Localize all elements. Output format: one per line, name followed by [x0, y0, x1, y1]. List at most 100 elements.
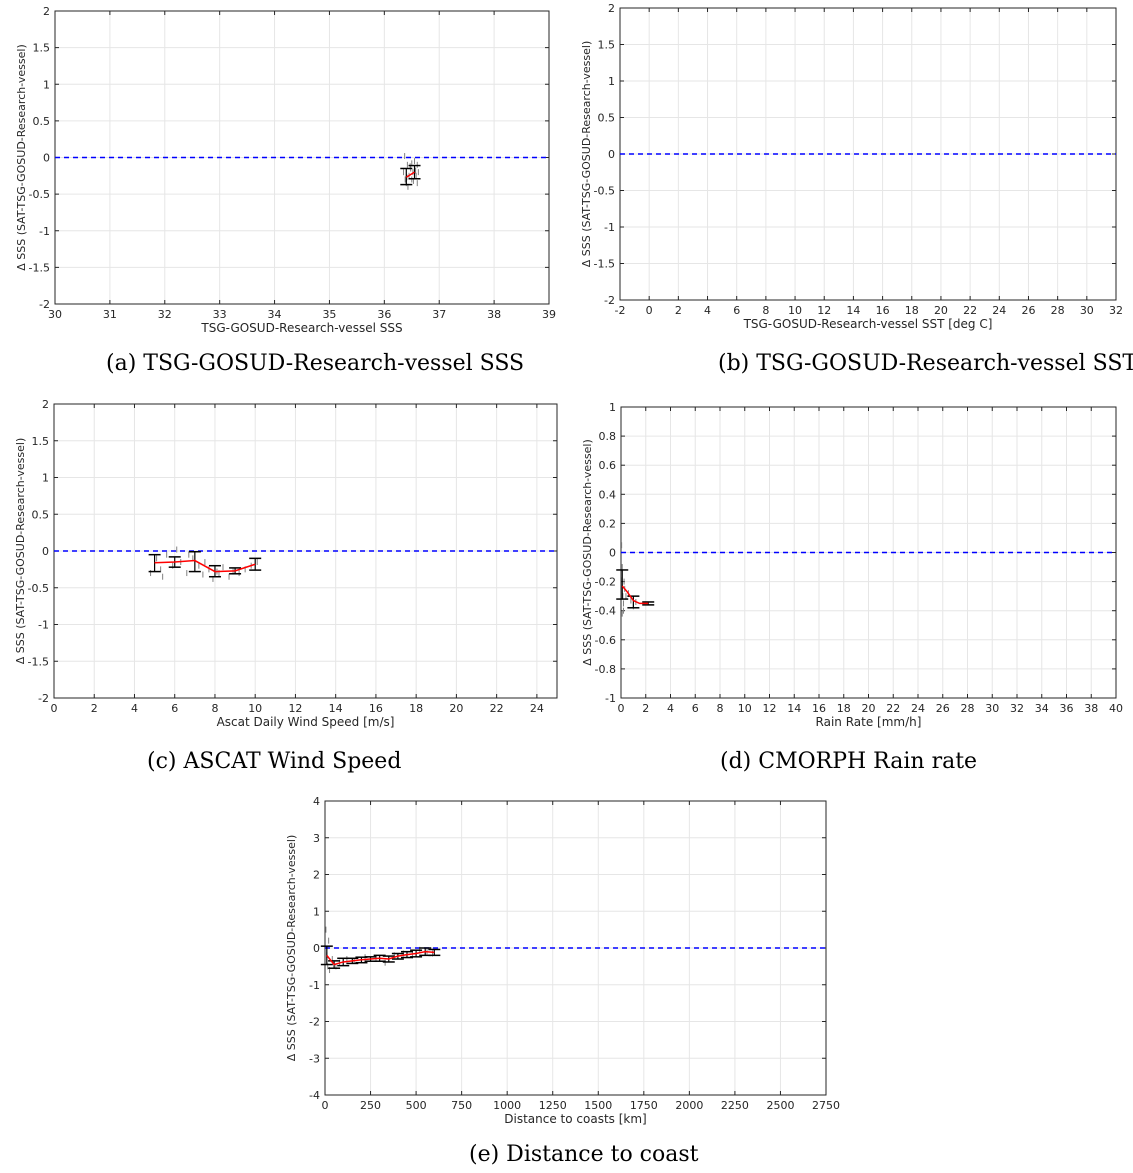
x-tick-label: 0: [618, 702, 625, 715]
y-axis-label: Δ SSS (SAT-TSG-GOSUD-Research-vessel): [581, 439, 594, 666]
x-tick-label: 24: [911, 702, 925, 715]
x-tick-label: 0: [646, 304, 653, 317]
y-tick-label: 0: [42, 545, 49, 558]
x-tick-label: 10: [738, 702, 752, 715]
x-tick-label: 6: [692, 702, 699, 715]
x-tick-label: 16: [876, 304, 890, 317]
y-tick-label: 1: [313, 905, 320, 918]
y-tick-label: 2: [42, 398, 49, 411]
y-tick-label: 1.5: [32, 435, 50, 448]
caption-d: (d) CMORPH Rain rate: [720, 749, 978, 774]
y-tick-label: -0.8: [595, 663, 616, 676]
y-tick-label: -2: [38, 692, 49, 705]
x-tick-label: 10: [248, 702, 262, 715]
y-tick-label: -2: [309, 1016, 320, 1029]
y-tick-label: -4: [309, 1089, 320, 1102]
x-tick-label: 500: [406, 1099, 427, 1112]
x-tick-label: 38: [487, 308, 501, 321]
x-tick-label: 31: [103, 308, 117, 321]
mean-line: [405, 171, 415, 178]
x-tick-label: 30: [48, 308, 62, 321]
x-tick-label: 16: [812, 702, 826, 715]
y-tick-label: 0: [609, 547, 616, 560]
x-tick-label: 750: [451, 1099, 472, 1112]
x-tick-label: 1000: [493, 1099, 521, 1112]
x-tick-label: 1250: [539, 1099, 567, 1112]
x-tick-label: 8: [762, 304, 769, 317]
x-tick-label: 18: [837, 702, 851, 715]
x-axis-label: TSG-GOSUD-Research-vessel SSS: [200, 321, 402, 335]
caption-c: (c) ASCAT Wind Speed: [147, 749, 402, 774]
x-tick-label: 32: [1010, 702, 1024, 715]
chart-panel-d: 0 2 4 6 8 10 12 14 16 18 20 22 24 26 28 30 32 34 36 38 40-1-…: [581, 401, 1123, 729]
chart-panel-b: -2 0 2 4 6 8 10 12 14 16 18 20 22 24 26 28 30 32-2-1.5-1-…: [580, 2, 1123, 331]
y-tick-label: 1.5: [33, 42, 51, 55]
x-tick-label: 22: [886, 702, 900, 715]
x-tick-label: 12: [817, 304, 831, 317]
x-tick-label: 24: [992, 304, 1006, 317]
x-tick-label: 4: [131, 702, 138, 715]
y-tick-label: 1: [42, 472, 49, 485]
y-tick-label: -0.5: [594, 185, 615, 198]
x-axis-label: Ascat Daily Wind Speed [m/s]: [217, 715, 395, 729]
x-tick-label: 2: [675, 304, 682, 317]
x-tick-label: 14: [329, 702, 343, 715]
y-tick-label: -1: [605, 692, 616, 705]
x-tick-label: 0: [51, 702, 58, 715]
caption-e: (e) Distance to coast: [469, 1142, 699, 1167]
x-tick-label: 18: [905, 304, 919, 317]
y-tick-label: 0.4: [599, 488, 617, 501]
x-tick-label: 10: [788, 304, 802, 317]
y-axis-label: Δ SSS (SAT-TSG-GOSUD-Research-vessel): [285, 835, 298, 1062]
y-tick-label: 1: [609, 401, 616, 414]
x-tick-label: 26: [1021, 304, 1035, 317]
y-tick-label: 0.5: [598, 112, 616, 125]
x-tick-label: -2: [615, 304, 626, 317]
y-tick-label: -1: [309, 979, 320, 992]
y-tick-label: -0.2: [595, 576, 616, 589]
x-tick-label: 6: [171, 702, 178, 715]
x-tick-label: 36: [377, 308, 391, 321]
x-tick-label: 2750: [812, 1099, 840, 1112]
y-tick-label: 2: [313, 869, 320, 882]
x-tick-label: 0: [322, 1099, 329, 1112]
chart-panel-c: 0 2 4 6 8 10 12 14 16 18 20 22 24-2-1.5-1-0.500.511.…: [14, 398, 558, 729]
x-tick-label: 14: [787, 702, 801, 715]
x-tick-label: 36: [1060, 702, 1074, 715]
y-tick-label: -0.5: [28, 582, 49, 595]
x-tick-label: 28: [961, 702, 975, 715]
y-tick-label: 0.8: [599, 430, 617, 443]
x-tick-label: 34: [1035, 702, 1049, 715]
x-tick-label: 4: [704, 304, 711, 317]
x-tick-label: 8: [717, 702, 724, 715]
y-tick-label: 0.6: [599, 459, 617, 472]
x-tick-label: 28: [1051, 304, 1065, 317]
y-tick-label: 1: [43, 78, 50, 91]
y-tick-label: -0.5: [29, 188, 50, 201]
x-tick-label: 24: [530, 702, 544, 715]
x-tick-label: 20: [934, 304, 948, 317]
x-tick-label: 2500: [766, 1099, 794, 1112]
x-tick-label: 2250: [721, 1099, 749, 1112]
y-tick-label: 4: [313, 795, 320, 808]
y-tick-label: -1.5: [28, 655, 49, 668]
y-tick-label: 0: [43, 152, 50, 165]
x-tick-label: 30: [1080, 304, 1094, 317]
mean-line: [621, 585, 649, 605]
y-tick-label: -1: [38, 619, 49, 632]
x-tick-label: 33: [213, 308, 227, 321]
y-tick-label: -0.6: [595, 634, 616, 647]
y-axis-label: Δ SSS (SAT-TSG-GOSUD-Research-vessel): [14, 438, 27, 665]
x-tick-label: 32: [158, 308, 172, 321]
x-tick-label: 30: [985, 702, 999, 715]
x-tick-label: 1750: [630, 1099, 658, 1112]
y-tick-label: 0.5: [32, 508, 50, 521]
x-tick-label: 35: [322, 308, 336, 321]
x-axis-label: Rain Rate [mm/h]: [816, 715, 922, 729]
x-tick-label: 8: [211, 702, 218, 715]
x-tick-label: 39: [542, 308, 556, 321]
x-axis-label: TSG-GOSUD-Research-vessel SST [deg C]: [743, 317, 993, 331]
x-tick-label: 18: [409, 702, 423, 715]
x-tick-label: 20: [449, 702, 463, 715]
